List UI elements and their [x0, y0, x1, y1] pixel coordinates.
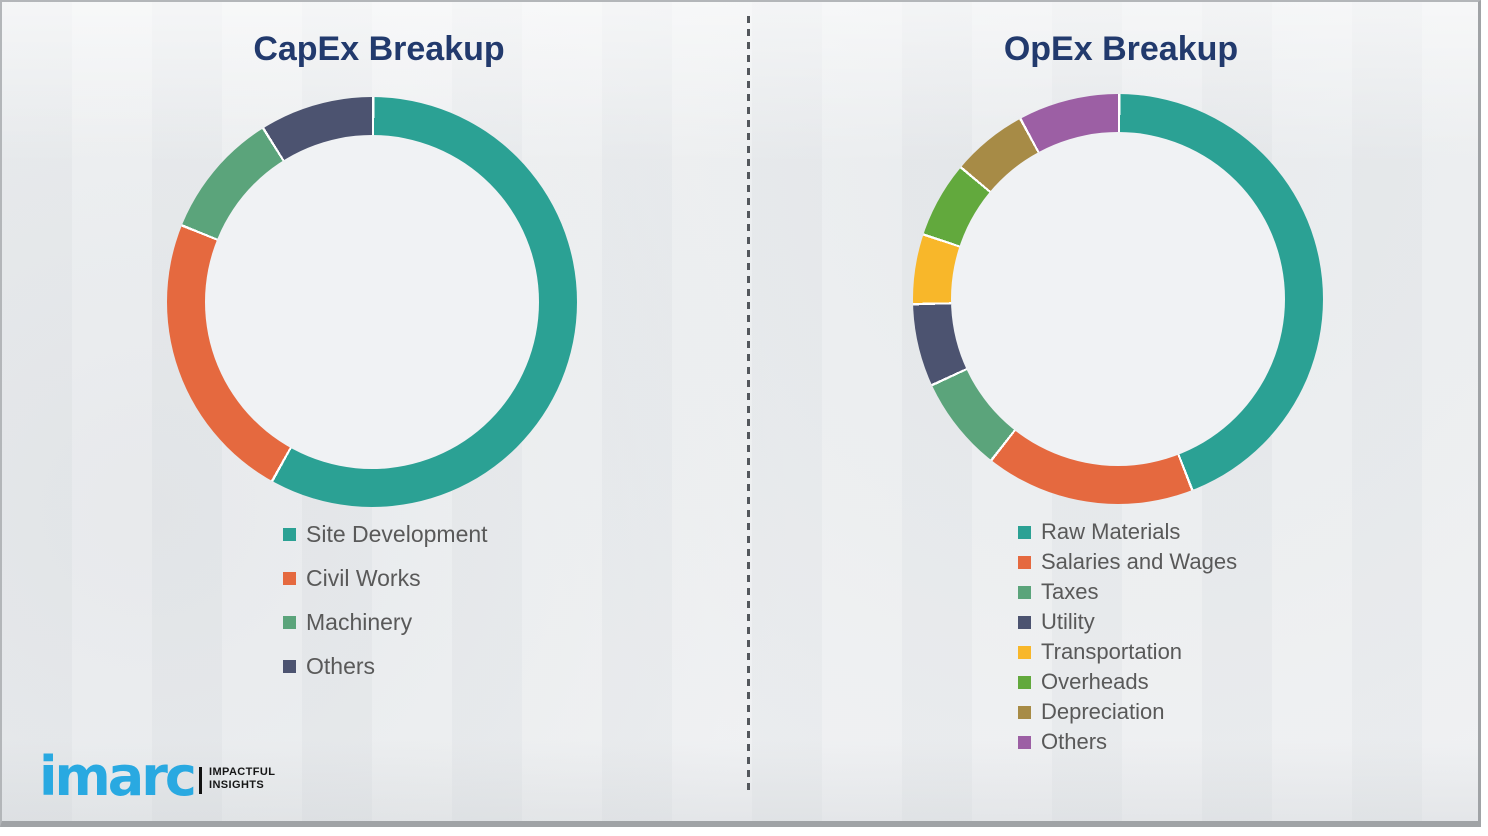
capex-chart-title: CapEx Breakup	[253, 30, 505, 68]
legend-item: Taxes	[1018, 577, 1237, 607]
legend-swatch-raw-materials	[1018, 525, 1031, 539]
legend-item: Civil Works	[283, 556, 488, 600]
legend-label: Utility	[1041, 609, 1095, 634]
legend-swatch-machinery	[283, 615, 296, 629]
opex-chart-title: OpEx Breakup	[1003, 30, 1239, 68]
legend-item: Depreciation	[1018, 697, 1237, 727]
legend-item: Raw Materials	[1018, 517, 1237, 547]
opex-donut-hole	[951, 132, 1285, 466]
legend-item: Machinery	[283, 600, 488, 644]
legend-swatch-taxes	[1018, 585, 1031, 599]
opex-legend: Raw Materials Salaries and Wages Taxes U…	[1018, 517, 1237, 757]
legend-swatch-others	[283, 659, 296, 673]
imarc-logo-wordmark: imarc	[39, 744, 197, 808]
legend-swatch-depreciation	[1018, 705, 1031, 719]
legend-swatch-others	[1018, 735, 1031, 749]
capex-donut-hole	[205, 135, 539, 469]
logo-tagline-line1: IMPACTFUL	[209, 765, 276, 778]
legend-item: Others	[1018, 727, 1237, 757]
legend-label: Transportation	[1041, 639, 1183, 664]
legend-item: Others	[283, 644, 488, 688]
legend-item: Overheads	[1018, 667, 1237, 697]
legend-label: Civil Works	[306, 564, 421, 591]
opex-donut-chart	[913, 94, 1323, 504]
legend-swatch-salaries-and-wages	[1018, 555, 1031, 569]
logo-divider-bar	[199, 767, 202, 794]
legend-label: Depreciation	[1041, 699, 1165, 724]
legend-item: Transportation	[1018, 637, 1237, 667]
legend-item: Salaries and Wages	[1018, 547, 1237, 577]
legend-label: Others	[306, 652, 376, 679]
logo-tagline-line2: INSIGHTS	[209, 778, 265, 791]
legend-item: Utility	[1018, 607, 1237, 637]
legend-label: Raw Materials	[1041, 519, 1181, 544]
logo-tagline: IMPACTFUL INSIGHTS	[209, 766, 275, 792]
legend-swatch-overheads	[1018, 675, 1031, 689]
legend-label: Site Development	[306, 520, 488, 547]
legend-swatch-civil-works	[283, 571, 296, 585]
legend-label: Others	[1041, 729, 1108, 754]
capex-legend: Site Development Civil Works Machinery O…	[283, 512, 488, 688]
legend-swatch-transportation	[1018, 645, 1031, 659]
legend-item: Site Development	[283, 512, 488, 556]
legend-swatch-utility	[1018, 615, 1031, 629]
legend-label: Salaries and Wages	[1041, 549, 1238, 574]
legend-label: Machinery	[306, 608, 413, 635]
legend-label: Overheads	[1041, 669, 1149, 694]
imarc-logo: imarc IMPACTFUL INSIGHTS	[39, 735, 279, 808]
capex-donut-chart	[167, 97, 577, 507]
legend-swatch-site-development	[283, 527, 296, 541]
vertical-dashed-divider	[747, 16, 750, 792]
legend-label: Taxes	[1041, 579, 1099, 604]
